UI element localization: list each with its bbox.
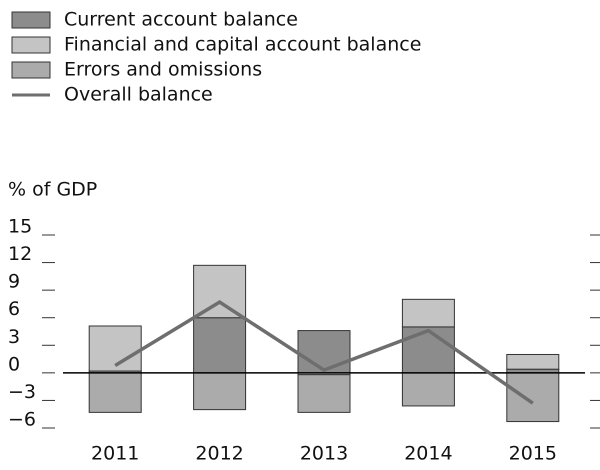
x-tick-label: 2013 [300,443,348,465]
bar [401,326,455,374]
legend-swatch [11,61,51,79]
y-tick-label: −6 [8,409,36,431]
legend-label: Overall balance [64,84,213,106]
x-tick-label: 2012 [195,443,243,465]
bar [193,372,247,411]
y-tick-label: 6 [8,298,20,320]
legend-swatch [11,36,51,54]
y-axis-label: % of GDP [8,179,97,201]
y-tick-label: −3 [8,381,36,403]
x-tick-label: 2015 [509,443,557,465]
legend-label: Errors and omissions [64,59,262,81]
bar [401,372,455,407]
bar [193,317,247,374]
legend-swatch [11,11,51,29]
legend-label: Financial and capital account balance [64,34,421,56]
x-tick-label: 2011 [91,443,139,465]
bar [297,374,351,413]
bar [88,372,142,413]
bar [297,330,351,374]
x-tick-label: 2014 [404,443,452,465]
y-tick-label: 9 [8,271,20,293]
overall-line [114,300,534,405]
bar [506,372,560,423]
bar [193,264,247,319]
y-tick-label: 0 [8,353,20,375]
bar [401,298,455,328]
y-tick-label: 15 [8,216,32,238]
bar [506,353,560,370]
legend-label: Current account balance [64,9,298,31]
y-tick-label: 12 [8,243,32,265]
y-tick-label: 3 [8,326,20,348]
